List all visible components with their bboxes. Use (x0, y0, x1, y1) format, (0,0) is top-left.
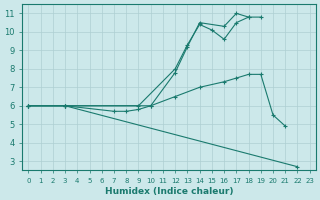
X-axis label: Humidex (Indice chaleur): Humidex (Indice chaleur) (105, 187, 233, 196)
